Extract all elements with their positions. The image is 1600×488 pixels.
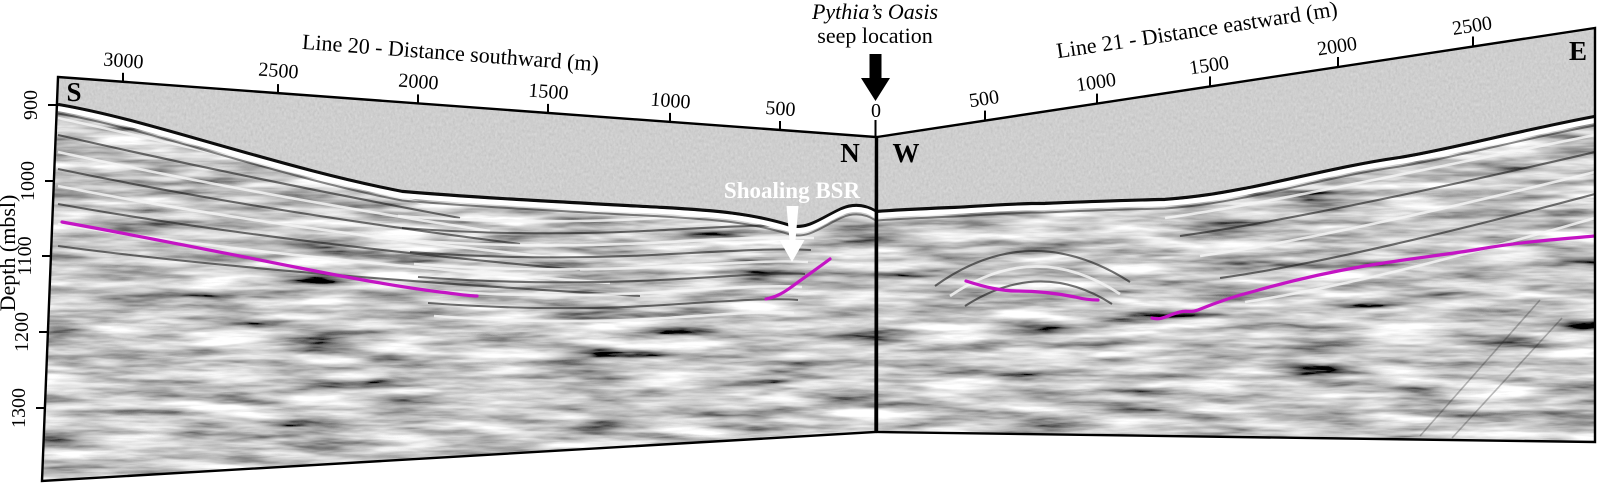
depth-tick-label: 900 bbox=[20, 90, 42, 120]
orientation-label-west: W bbox=[893, 138, 920, 168]
depth-axis: 900 1000 1100 1200 1300 Depth (mbsl) bbox=[0, 90, 57, 428]
line20-shoaling-bsr-line bbox=[764, 257, 832, 301]
orientation-label-south: S bbox=[66, 77, 81, 107]
line21-deep-streaks-decoration bbox=[1419, 299, 1563, 439]
line20-tick-label: 500 bbox=[765, 97, 797, 121]
depth-tick-label: 1100 bbox=[14, 236, 36, 275]
line20-tick-label: 2500 bbox=[258, 59, 300, 84]
depth-tick-label: 1000 bbox=[17, 161, 39, 201]
line20-seismic-panel bbox=[40, 75, 878, 483]
line21-bsr-line-east bbox=[1150, 234, 1595, 321]
line21-slope-strata-decoration bbox=[1164, 133, 1595, 304]
line20-tick-label: 1500 bbox=[528, 80, 570, 105]
seep-location-arrow-icon bbox=[861, 54, 890, 101]
orientation-label-north: N bbox=[840, 138, 860, 168]
line21-tick-label: 500 bbox=[968, 86, 1001, 112]
line20-tick-label: 2000 bbox=[398, 70, 440, 95]
line21-seafloor-reflector bbox=[877, 114, 1595, 222]
line20-tick-label: 3000 bbox=[103, 49, 145, 74]
orientation-label-east: E bbox=[1569, 36, 1587, 66]
line20-slope-strata-decoration bbox=[57, 116, 641, 298]
shoaling-bsr-annotation: Shoaling BSR bbox=[724, 178, 861, 262]
seep-location-annotation: Pythia’s Oasis seep location bbox=[811, 0, 938, 101]
line20-bsr-line bbox=[60, 220, 479, 298]
depth-tick-label: 1300 bbox=[8, 388, 30, 428]
depth-axis-title: Depth (mbsl) bbox=[0, 195, 20, 312]
seep-annotation-line2: seep location bbox=[817, 23, 932, 48]
shoaling-bsr-arrow-icon bbox=[779, 206, 805, 262]
panel-junction-line bbox=[874, 136, 877, 433]
depth-axis-ticks bbox=[36, 104, 57, 409]
line20-seafloor-reflector bbox=[57, 102, 876, 237]
line21-axis-ticks bbox=[984, 36, 1474, 121]
seep-annotation-line1: Pythia’s Oasis bbox=[811, 0, 938, 24]
line21-bsr-line-west bbox=[964, 279, 1100, 302]
shoaling-bsr-label: Shoaling BSR bbox=[724, 178, 861, 203]
depth-tick-label: 1200 bbox=[11, 312, 33, 352]
line20-axis-ticks bbox=[122, 72, 877, 137]
line20-tick-label-zero: 0 bbox=[871, 100, 881, 122]
line21-panel-border bbox=[875, 26, 1597, 444]
line20-tick-label: 1000 bbox=[650, 89, 692, 114]
